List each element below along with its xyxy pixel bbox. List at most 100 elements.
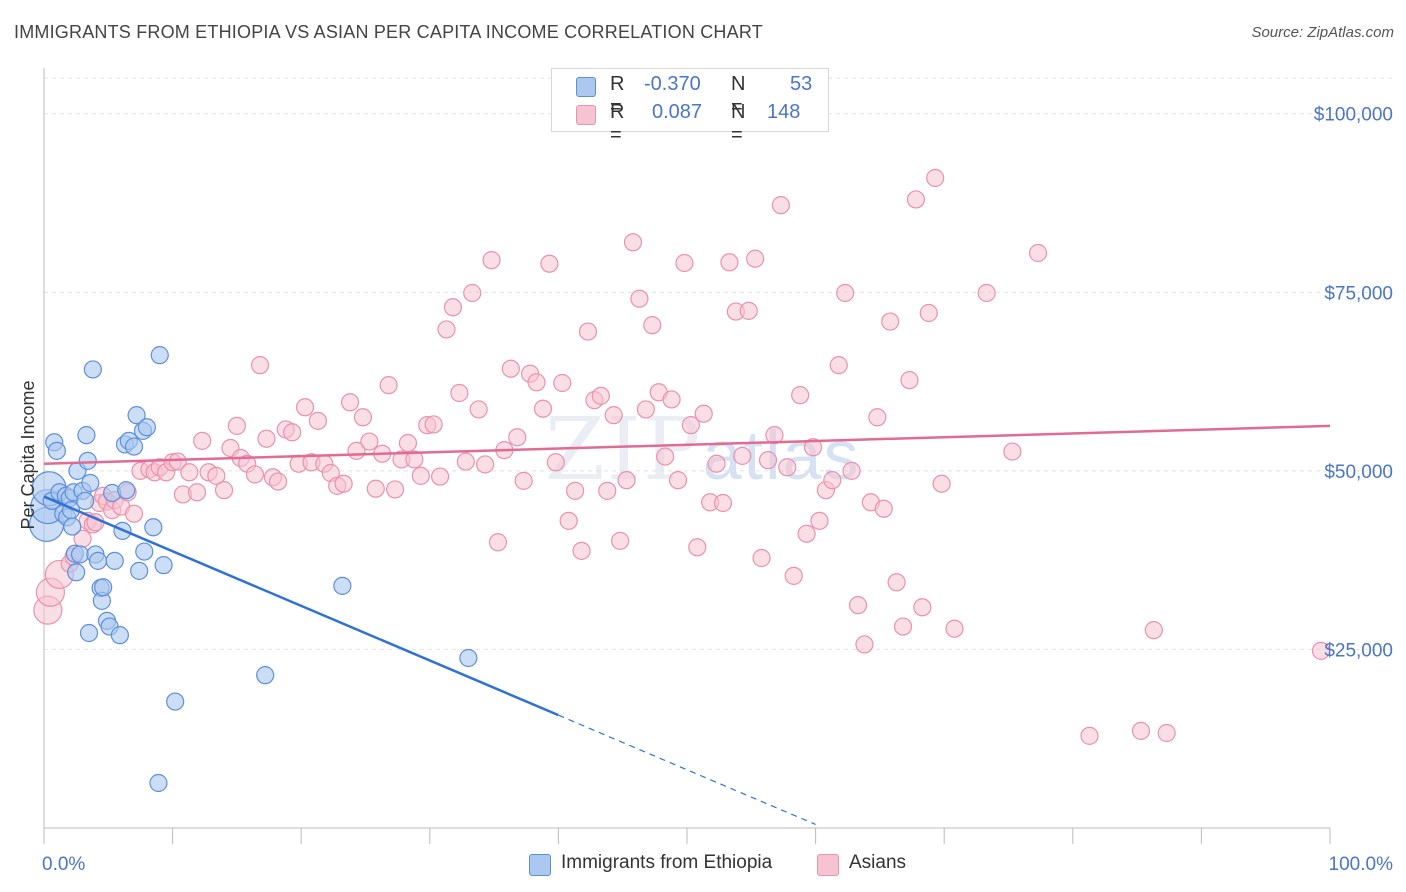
asians-point xyxy=(482,251,501,270)
legend-swatch-asians xyxy=(576,105,596,125)
ethiopia-point xyxy=(130,561,149,580)
asians-point xyxy=(398,433,418,453)
ethiopia-point xyxy=(137,418,156,437)
asians-point xyxy=(540,254,559,273)
asians-point xyxy=(340,393,360,412)
asians-point xyxy=(456,452,475,471)
asians-point xyxy=(250,356,270,375)
ethiopia-point xyxy=(63,517,82,536)
asians-point xyxy=(765,426,784,445)
asians-point xyxy=(874,499,893,518)
ethiopia-point xyxy=(117,481,136,500)
asians-point xyxy=(1028,243,1048,263)
asians-point xyxy=(707,454,726,473)
ethiopia-point xyxy=(79,623,99,643)
legend-n-label: N = xyxy=(731,101,746,146)
asians-point xyxy=(868,408,887,427)
asians-point xyxy=(553,373,572,393)
asians-point xyxy=(803,438,823,457)
y-axis-title: Per Capita Income xyxy=(18,380,38,529)
asians-point xyxy=(1080,726,1099,745)
asians-point xyxy=(424,415,443,434)
asians-point xyxy=(913,598,932,617)
asians-point xyxy=(746,249,765,268)
chart-title: IMMIGRANTS FROM ETHIOPIA VS ASIAN PER CA… xyxy=(14,22,763,42)
asians-point xyxy=(836,283,855,303)
legend-n-label: N = xyxy=(731,73,746,118)
asians-point xyxy=(848,596,868,615)
asians-point xyxy=(572,541,591,560)
asians-point xyxy=(124,504,144,523)
ethiopia-point xyxy=(124,437,144,456)
ethiopia-point xyxy=(110,626,129,645)
asians-point xyxy=(1144,621,1163,640)
ethiopia-point xyxy=(47,441,66,460)
asians-point xyxy=(207,466,226,485)
ethiopia-point xyxy=(149,773,168,793)
asians-point xyxy=(791,386,810,405)
asians-point xyxy=(688,538,707,557)
legend-r-value: -0.370 xyxy=(644,73,701,95)
asians-point xyxy=(168,452,187,471)
asians-point xyxy=(514,471,533,490)
legend-swatch-ethiopia xyxy=(576,77,596,97)
asians-point xyxy=(906,190,926,209)
asians-point xyxy=(508,428,527,447)
asians-point xyxy=(784,566,803,585)
asians-point xyxy=(977,283,996,303)
asians-point xyxy=(932,474,951,493)
asians-point xyxy=(559,511,578,530)
asians-point xyxy=(681,416,700,435)
asians-point xyxy=(823,471,842,490)
legend-n-value: 148 xyxy=(767,101,801,123)
bottom-legend-label-ethiopia: Immigrants from Ethiopia xyxy=(561,852,773,873)
bottom-legend-swatch-asians xyxy=(817,854,839,876)
asians-point xyxy=(488,533,508,552)
asians-point xyxy=(881,312,900,331)
asians-point xyxy=(656,447,675,466)
asians-point xyxy=(475,455,495,474)
ethiopia-point xyxy=(135,542,154,561)
asians-point xyxy=(578,322,598,341)
asians-point xyxy=(360,432,379,451)
asians-point xyxy=(829,356,848,375)
asians-point xyxy=(630,289,649,308)
x-tick-label-max: 100.0% xyxy=(1329,854,1394,875)
asians-point xyxy=(810,511,829,530)
ethiopia-point xyxy=(83,360,102,379)
y-tick-label: $50,000 xyxy=(1324,462,1393,483)
asians-point xyxy=(893,617,913,636)
ethiopia-point xyxy=(67,563,86,582)
ethiopia-point xyxy=(166,692,185,711)
asians-point xyxy=(546,453,565,472)
asians-point xyxy=(501,359,520,378)
ethiopia-point xyxy=(105,551,124,570)
asians-point xyxy=(668,471,688,490)
asians-point xyxy=(430,467,450,486)
asians-point xyxy=(611,531,630,550)
asians-trend-line xyxy=(43,424,1331,465)
asians-point xyxy=(720,253,739,272)
asians-point xyxy=(1311,641,1331,660)
ethiopia-point xyxy=(81,473,100,493)
ethiopia-point xyxy=(76,491,95,510)
legend-r-value: 0.087 xyxy=(652,101,703,123)
asians-points xyxy=(33,168,1331,745)
asians-point xyxy=(566,481,585,500)
asians-point xyxy=(636,400,655,419)
asians-point xyxy=(245,465,265,484)
asians-point xyxy=(926,168,945,188)
asians-point xyxy=(214,481,234,500)
asians-point xyxy=(771,196,790,215)
asians-point xyxy=(643,316,662,335)
asians-point xyxy=(411,466,430,485)
asians-point xyxy=(694,404,713,423)
asians-point xyxy=(662,390,681,409)
asians-point xyxy=(1131,721,1151,740)
asians-point xyxy=(469,400,488,419)
asians-point xyxy=(1003,442,1022,461)
y-tick-label: $75,000 xyxy=(1324,283,1393,304)
x-tick-label-min: 0.0% xyxy=(42,854,85,875)
asians-point xyxy=(463,283,482,303)
